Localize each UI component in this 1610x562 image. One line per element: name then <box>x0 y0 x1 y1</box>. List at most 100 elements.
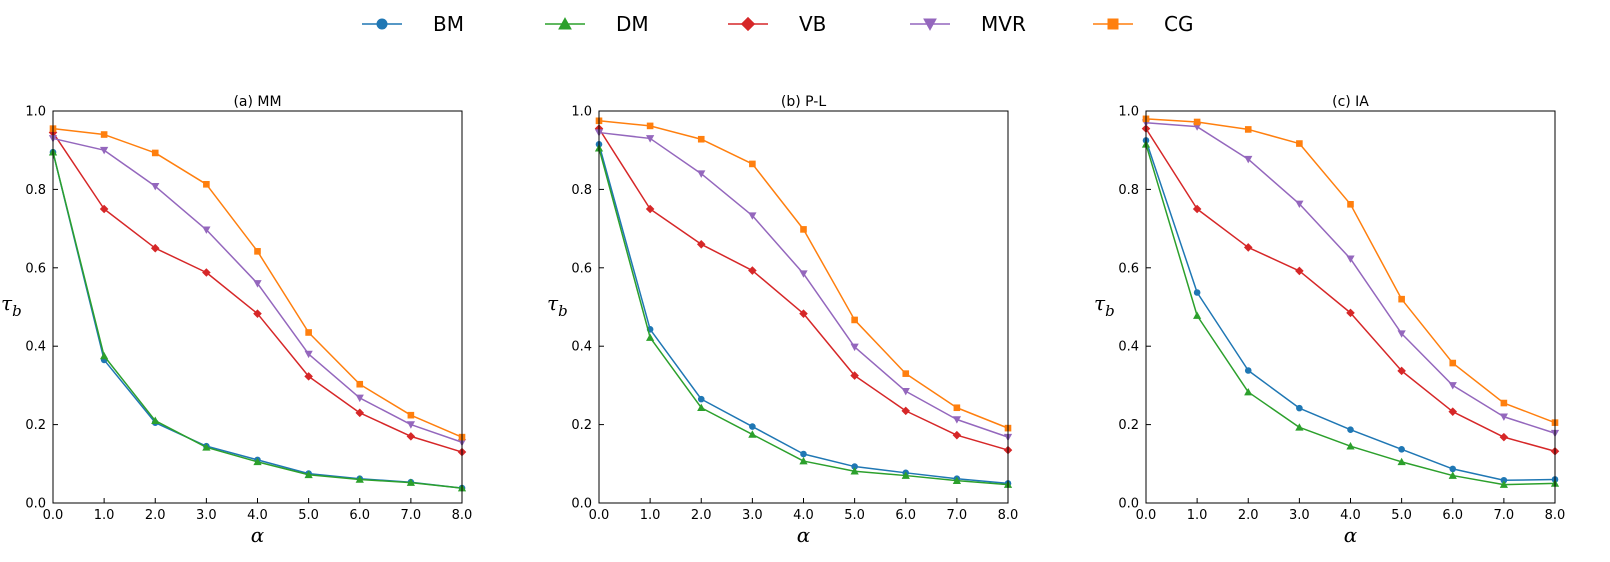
x-tick-label: 0.0 <box>589 508 610 523</box>
data-point-dm <box>1193 311 1202 319</box>
data-point-vb <box>748 266 757 275</box>
data-point-dm <box>952 476 961 484</box>
x-tick-label: 7.0 <box>1494 508 1515 523</box>
data-point-cg <box>203 181 210 188</box>
y-tick-label: 0.8 <box>571 183 592 198</box>
data-point-vb <box>355 408 365 418</box>
data-point-dm <box>1244 387 1253 396</box>
data-point-vb <box>99 204 109 214</box>
y-tick-label: 0.6 <box>25 261 46 276</box>
panel-a-mm: (a) MM 0.0 1.0 2.0 3.0 4.0 5.0 6.0 7.0 8.0 0.0 0.2 0… <box>1 94 472 547</box>
data-point-bm <box>1449 465 1457 473</box>
legend-marker-cg <box>1107 18 1119 30</box>
data-point-mvr <box>799 270 808 278</box>
data-point-dm <box>646 333 655 341</box>
y-tick-label: 0.4 <box>1118 340 1139 355</box>
x-tick-label: 7.0 <box>401 508 422 523</box>
data-point-cg <box>305 329 312 336</box>
legend: BM DM VB MVR CG <box>362 12 1193 36</box>
y-tick-label: 1.0 <box>571 105 592 120</box>
legend-label-bm: BM <box>433 12 464 36</box>
data-point-bm <box>1398 445 1405 453</box>
data-point-dm <box>1346 442 1355 450</box>
series-line-vb <box>52 132 463 453</box>
y-tick-label: 0.6 <box>571 261 592 276</box>
data-point-mvr <box>406 421 415 429</box>
series-cg <box>1142 115 1559 426</box>
data-point-cg <box>749 160 756 168</box>
x-tick-label: 1.0 <box>94 508 115 523</box>
data-point-vb <box>1448 407 1458 416</box>
data-point-dm <box>406 478 415 486</box>
x-tick-label: 1.0 <box>1187 508 1208 523</box>
x-tick-label: 6.0 <box>895 508 916 523</box>
legend-entry-cg: CG <box>1093 12 1193 36</box>
data-point-mvr <box>1499 413 1508 421</box>
data-point-vb <box>406 432 416 441</box>
data-point-vb <box>952 430 962 440</box>
data-point-cg <box>800 226 807 233</box>
series-line-mvr <box>598 131 1009 438</box>
y-tick-label: 0.2 <box>25 418 46 433</box>
series-cg <box>595 117 1012 432</box>
data-point-bm <box>697 395 705 403</box>
legend-entry-mvr: MVR <box>910 12 1026 36</box>
x-tick-label: 8.0 <box>1545 508 1566 523</box>
y-tick-label: 1.0 <box>1118 105 1139 120</box>
data-point-cg <box>407 411 415 419</box>
data-point-dm <box>202 443 211 451</box>
data-point-mvr <box>100 146 109 155</box>
x-tick-label: 2.0 <box>145 508 166 523</box>
x-tick-label: 6.0 <box>349 508 370 523</box>
data-point-dm <box>100 351 109 360</box>
panel-c-ia: (c) IA 0.0 1.0 2.0 3.0 4.0 5.0 6.0 7.0 8.0 0.0 0.2 0… <box>1094 94 1565 547</box>
x-tick-label: 3.0 <box>196 508 217 523</box>
data-point-mvr <box>151 182 160 191</box>
panel-title: (b) P-L <box>781 94 826 110</box>
x-tick-label: 3.0 <box>1289 508 1310 523</box>
panels: (a) MM 0.0 1.0 2.0 3.0 4.0 5.0 6.0 7.0 8.0 0.0 0.2 0… <box>1 94 1565 547</box>
series-bm <box>49 148 466 492</box>
y-axis-label: τb <box>1 291 22 320</box>
y-axis-label: τb <box>1094 291 1115 320</box>
x-tick-label: 2.0 <box>691 508 712 523</box>
data-point-cg <box>697 135 705 143</box>
panel-title: (c) IA <box>1332 94 1369 110</box>
legend-label-mvr: MVR <box>981 12 1026 36</box>
legend-label-dm: DM <box>616 12 649 36</box>
data-point-cg <box>851 316 858 324</box>
data-point-dm <box>1499 480 1508 488</box>
data-point-dm <box>355 475 364 483</box>
data-point-vb <box>1499 432 1509 442</box>
data-point-vb <box>1346 308 1355 318</box>
data-point-cg <box>151 149 159 157</box>
data-point-mvr <box>952 416 961 424</box>
x-tick-label: 5.0 <box>844 508 865 523</box>
plot-frame <box>1145 110 1556 504</box>
x-tick-label: 5.0 <box>298 508 319 523</box>
x-tick-label: 8.0 <box>998 508 1019 523</box>
data-point-mvr <box>202 226 211 234</box>
y-tick-label: 0.0 <box>1118 497 1139 512</box>
data-point-mvr <box>697 170 706 178</box>
data-point-bm <box>851 463 858 470</box>
series-line-vb <box>598 128 1009 451</box>
data-point-dm <box>304 470 313 479</box>
series-line-bm <box>52 151 463 489</box>
data-point-dm <box>1397 457 1406 466</box>
data-point-mvr <box>646 135 655 143</box>
series-dm <box>594 144 1013 488</box>
series-line-dm <box>52 151 463 489</box>
y-axis-label: τb <box>547 291 568 320</box>
x-tick-label: 1.0 <box>640 508 661 523</box>
x-tick-label: 0.0 <box>43 508 64 523</box>
x-tick-label: 5.0 <box>1391 508 1412 523</box>
x-tick-label: 3.0 <box>742 508 763 523</box>
data-point-mvr <box>1448 382 1457 390</box>
series-line-mvr <box>1145 122 1556 434</box>
series-bm <box>1142 137 1559 484</box>
data-point-cg <box>254 248 261 255</box>
legend-label-cg: CG <box>1164 12 1193 36</box>
x-tick-label: 0.0 <box>1136 508 1157 523</box>
